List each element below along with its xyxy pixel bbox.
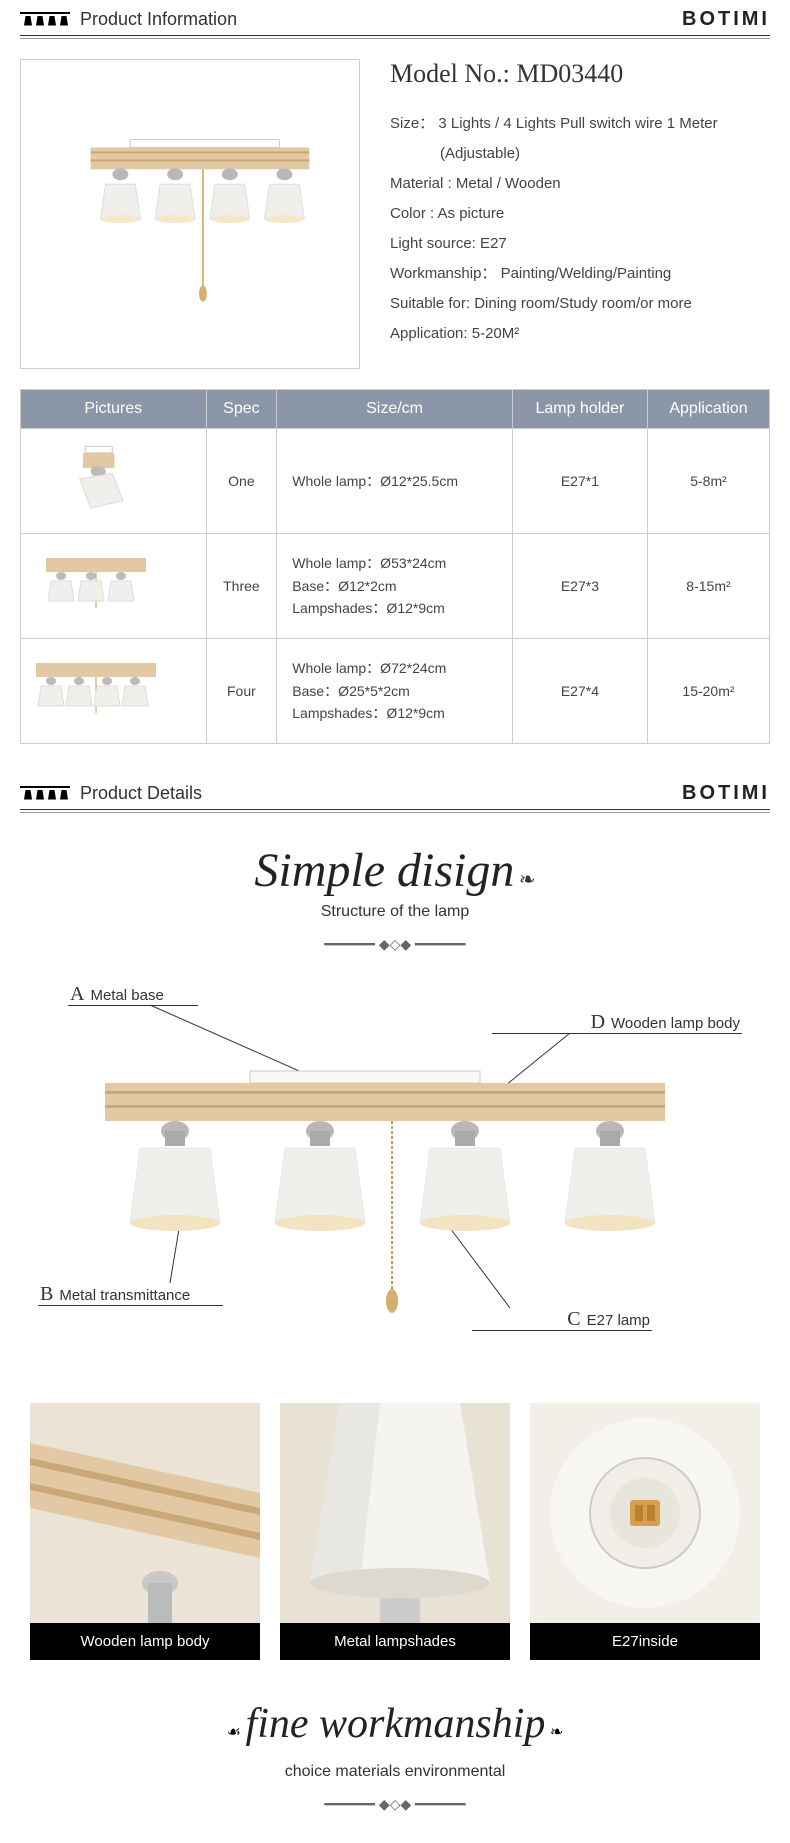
spec-cell: Three (206, 534, 277, 639)
product-specs: Model No.: MD03440 Size： 3 Lights / 4 Li… (390, 59, 770, 369)
photo-caption: Metal lampshades (280, 1623, 510, 1660)
table-header: Size/cm (277, 390, 513, 429)
spec-line: Application: 5-20M² (390, 319, 770, 349)
spec-table: PicturesSpecSize/cmLamp holderApplicatio… (20, 389, 770, 744)
table-row: FourWhole lamp：Ø72*24cmBase：Ø25*5*2cmLam… (21, 639, 770, 744)
detail-photo-wood: Wooden lamp body (30, 1403, 260, 1660)
section-title: Product Information (80, 9, 682, 30)
script-title: Simple disign (254, 844, 514, 897)
spec-cell: Four (206, 639, 277, 744)
table-header-row: PicturesSpecSize/cmLamp holderApplicatio… (21, 390, 770, 429)
workmanship-subtitle: choice materials environmental (0, 1763, 790, 1781)
spec-line: Suitable for: Dining room/Study room/or … (390, 289, 770, 319)
app-cell: 8-15m² (647, 534, 769, 639)
spec-line: Workmanship： Painting/Welding/Painting (390, 259, 770, 289)
table-header: Spec (206, 390, 277, 429)
section-header-details: Product Details BOTIMI (20, 774, 770, 810)
app-cell: 15-20m² (647, 639, 769, 744)
section-header-info: Product Information BOTIMI (20, 0, 770, 36)
structure-diagram: AMetal base DWooden lamp body BMetal tra… (20, 983, 770, 1363)
design-subtitle: Structure of the lamp (0, 903, 790, 921)
brand-logo: BOTIMI (682, 8, 770, 31)
photo-caption: E27inside (530, 1623, 760, 1660)
leaf-decoration-icon: ☙ (227, 1724, 241, 1741)
table-row: ThreeWhole lamp：Ø53*24cmBase：Ø12*2cmLamp… (21, 534, 770, 639)
leaf-decoration-icon: ❧ (550, 1724, 563, 1741)
model-label: Model No.: (390, 59, 510, 88)
spec-line: Color : As picture (390, 199, 770, 229)
size-cell: Whole lamp：Ø72*24cmBase：Ø25*5*2cmLampsha… (277, 639, 513, 744)
section-title: Product Details (80, 783, 682, 804)
product-info-row: Model No.: MD03440 Size： 3 Lights / 4 Li… (0, 39, 790, 389)
diagram-lamp-svg (20, 983, 770, 1363)
brand-logo: BOTIMI (682, 782, 770, 805)
pic-cell (21, 429, 207, 534)
divider-decoration: ━━━━━━ ◆◇◆ ━━━━━━ (0, 936, 790, 953)
pic-cell (21, 639, 207, 744)
holder-cell: E27*1 (512, 429, 647, 534)
spec-line: Light source: E27 (390, 229, 770, 259)
holder-cell: E27*3 (512, 534, 647, 639)
divider (20, 812, 770, 813)
divider-decoration: ━━━━━━ ◆◇◆ ━━━━━━ (0, 1796, 790, 1813)
table-header: Pictures (21, 390, 207, 429)
model-value: MD03440 (516, 59, 623, 88)
lamp-logo-icon (20, 784, 70, 804)
lamp-logo-icon (20, 10, 70, 30)
photo-caption: Wooden lamp body (30, 1623, 260, 1660)
holder-cell: E27*4 (512, 639, 647, 744)
spec-line: (Adjustable) (390, 139, 770, 169)
table-row: OneWhole lamp：Ø12*25.5cmE27*15-8m² (21, 429, 770, 534)
table-header: Application (647, 390, 769, 429)
pic-cell (21, 534, 207, 639)
design-title-block: Simple disign ❧ (0, 843, 790, 898)
app-cell: 5-8m² (647, 429, 769, 534)
lamp-illustration (21, 60, 359, 368)
leaf-decoration-icon: ❧ (519, 869, 536, 891)
main-product-image (20, 59, 360, 369)
workmanship-title-block: ☙ fine workmanship ❧ (0, 1700, 790, 1748)
table-header: Lamp holder (512, 390, 647, 429)
size-cell: Whole lamp：Ø53*24cmBase：Ø12*2cmLampshade… (277, 534, 513, 639)
spec-cell: One (206, 429, 277, 534)
spec-line: Material : Metal / Wooden (390, 169, 770, 199)
model-number: Model No.: MD03440 (390, 59, 770, 89)
detail-photos-row: Wooden lamp body Metal lampshades (0, 1403, 790, 1660)
size-cell: Whole lamp：Ø12*25.5cm (277, 429, 513, 534)
detail-photo-shade: Metal lampshades (280, 1403, 510, 1660)
script-title: fine workmanship (246, 1701, 546, 1747)
spec-line: Size： 3 Lights / 4 Lights Pull switch wi… (390, 109, 770, 139)
detail-photo-socket: E27inside (530, 1403, 760, 1660)
